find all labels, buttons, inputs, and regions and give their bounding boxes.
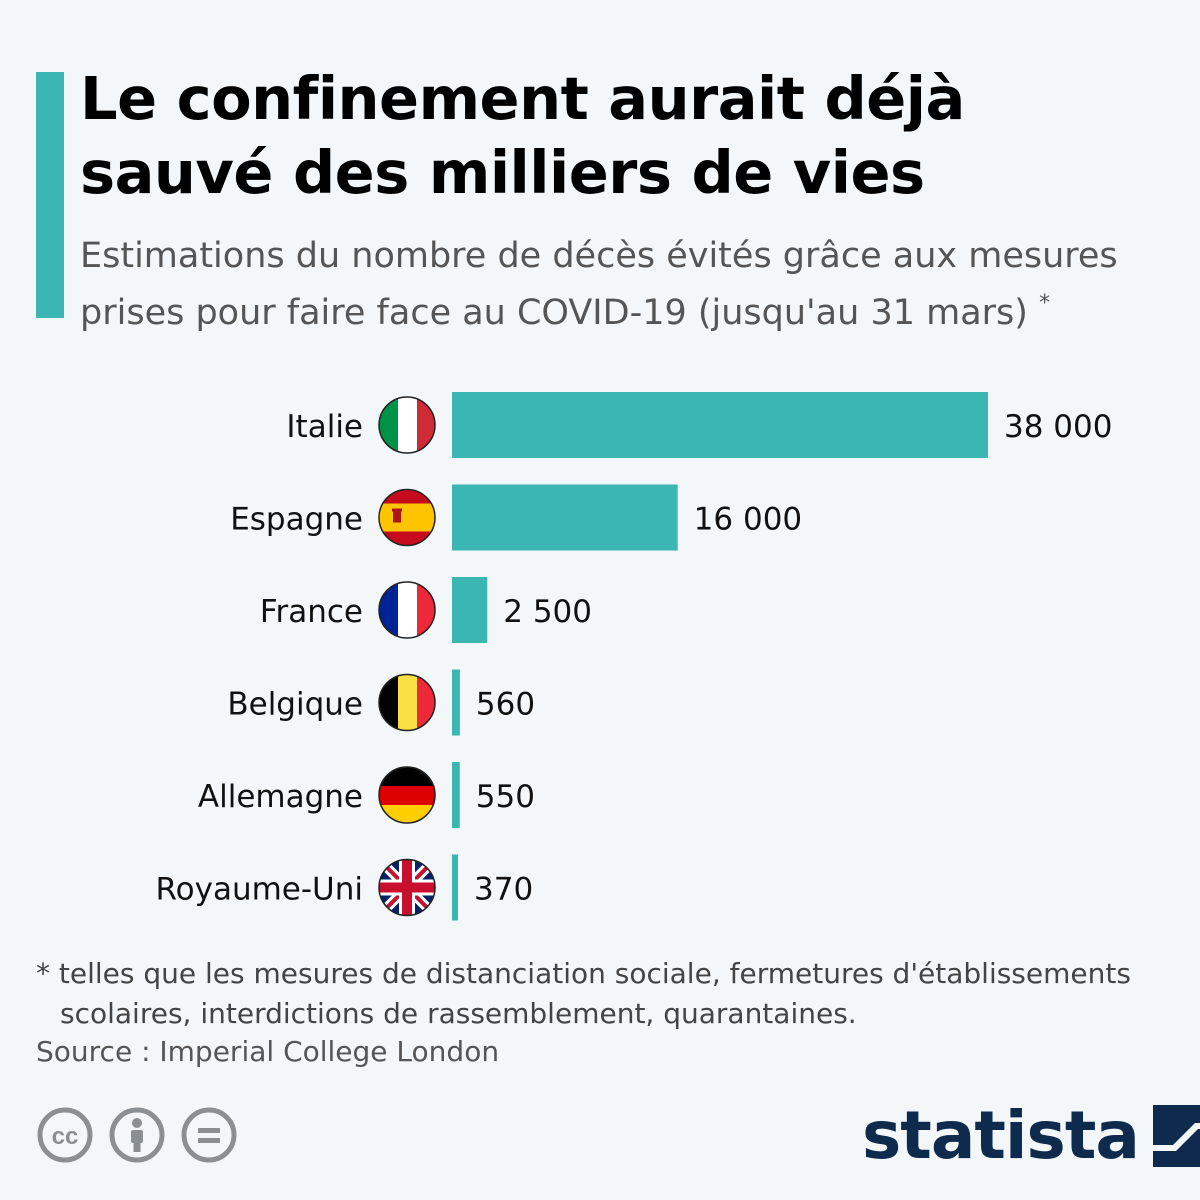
bar-row: Espagne 16 000 <box>230 484 802 551</box>
svg-text:cc: cc <box>52 1123 79 1150</box>
footnote-line-1: * telles que les mesures de distanciatio… <box>36 957 1131 990</box>
no-derivatives-icon[interactable] <box>180 1106 238 1164</box>
bar <box>452 577 488 643</box>
belgium-flag-icon <box>378 673 436 732</box>
category-label: Allemagne <box>198 779 363 815</box>
category-label: Espagne <box>230 502 363 538</box>
bar <box>452 669 460 736</box>
statista-logo-icon <box>1152 1105 1200 1167</box>
title-accent-bar <box>36 72 64 318</box>
bar-row: France 2 500 <box>260 577 592 643</box>
source-text: Source : Imperial College London <box>36 1035 500 1068</box>
statista-brand[interactable]: statista <box>862 1096 1200 1176</box>
category-label: France <box>260 594 363 630</box>
license-icons: cc <box>36 1106 238 1164</box>
subtitle-asterisk: * <box>1039 291 1051 316</box>
subtitle-line-1: Estimations du nombre de décès évités gr… <box>80 236 1118 276</box>
title-line-1: Le confinement aurait déjà <box>80 64 965 133</box>
footnote: * telles que les mesures de distanciatio… <box>36 954 1156 1034</box>
italy-flag-icon <box>378 396 436 454</box>
bar <box>452 484 678 551</box>
value-label: 16 000 <box>694 502 802 538</box>
chart-title: Le confinement aurait déjà sauvé des mil… <box>80 62 1170 210</box>
bar-row: Belgique 560 <box>227 669 535 736</box>
value-label: 550 <box>476 779 535 815</box>
bar-row: Italie 38 000 <box>286 392 1112 458</box>
attribution-icon[interactable] <box>108 1106 166 1164</box>
bar <box>452 392 988 458</box>
germany-flag-icon <box>378 766 436 824</box>
bar-row: Royaume-Uni 370 <box>155 854 533 921</box>
category-label: Belgique <box>227 687 363 723</box>
bar-chart: Italie 38 000 Espagne 16 000 France 2 500 Belg… <box>155 392 1112 921</box>
france-flag-icon <box>378 581 436 639</box>
subtitle-line-2: prises pour faire face au COVID-19 (jusq… <box>80 293 1028 333</box>
value-label: 370 <box>474 872 533 908</box>
bar-row: Allemagne 550 <box>198 762 535 828</box>
uk-flag-icon <box>378 858 436 917</box>
bar <box>452 854 458 921</box>
value-label: 2 500 <box>503 594 592 630</box>
footnote-line-2: scolaires, interdictions de rassemblemen… <box>60 997 857 1030</box>
brand-name: statista <box>862 1097 1140 1174</box>
value-label: 560 <box>476 687 535 723</box>
chart-subtitle: Estimations du nombre de décès évités gr… <box>80 232 1180 337</box>
title-line-2: sauvé des milliers de vies <box>80 138 925 207</box>
category-label: Italie <box>286 409 363 445</box>
category-label: Royaume-Uni <box>155 872 363 908</box>
value-label: 38 000 <box>1004 409 1112 445</box>
bar <box>452 762 460 828</box>
cc-icon[interactable]: cc <box>36 1106 94 1164</box>
spain-flag-icon <box>378 488 436 547</box>
